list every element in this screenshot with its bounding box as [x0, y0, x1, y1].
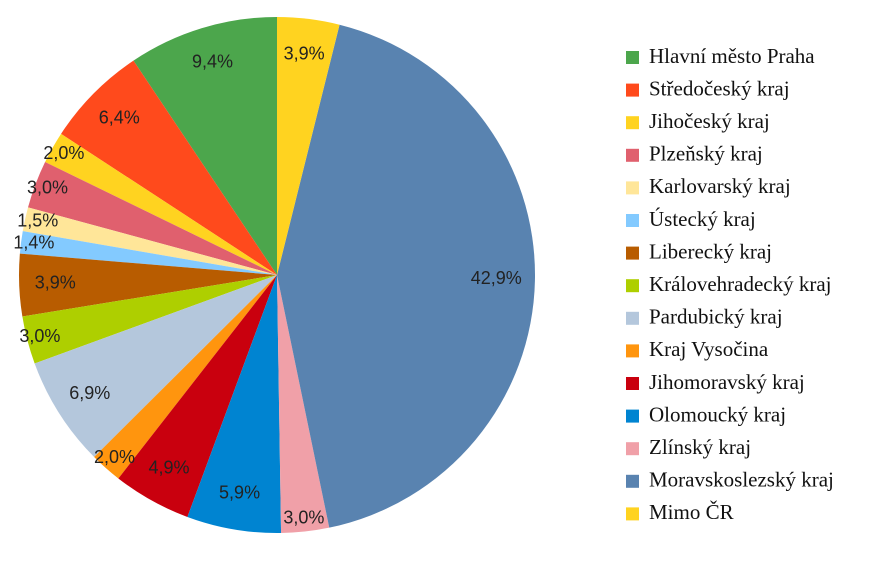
data-label: 3,0%	[27, 178, 68, 198]
legend-label: Plzeňský kraj	[649, 142, 763, 166]
data-label: 1,5%	[17, 211, 58, 231]
legend-label: Kraj Vysočina	[649, 337, 769, 361]
data-label: 3,9%	[35, 272, 76, 292]
legend-swatch	[626, 377, 639, 390]
legend-swatch	[626, 442, 639, 456]
data-label: 3,0%	[283, 507, 324, 527]
legend-label: Královehradecký kraj	[649, 272, 832, 296]
legend-swatch	[626, 344, 639, 358]
legend-swatch	[626, 83, 639, 97]
legend-swatch	[626, 181, 639, 195]
legend-swatch	[626, 279, 639, 293]
legend-swatch	[626, 214, 639, 227]
pie-slice	[118, 275, 277, 517]
legend-label: Olomoucký kraj	[649, 402, 786, 426]
legend-swatch	[626, 148, 639, 162]
legend-label: Karlovarský kraj	[649, 174, 791, 198]
legend-swatch	[626, 409, 639, 423]
data-label: 4,9%	[148, 458, 189, 478]
legend-label: Liberecký kraj	[649, 239, 772, 263]
data-label: 6,4%	[99, 108, 140, 128]
legend-label: Pardubický kraj	[649, 305, 783, 329]
legend-label: Ústecký kraj	[649, 207, 756, 231]
legend-label: Jihočeský kraj	[649, 109, 770, 133]
pie-slice	[61, 60, 277, 276]
data-label: 1,4%	[13, 233, 54, 253]
pie-slice	[22, 275, 277, 364]
data-label: 5,9%	[219, 482, 260, 502]
pie-slice	[45, 133, 278, 275]
data-label: 42,9%	[471, 268, 522, 288]
legend-label: Mimo ČR	[649, 500, 734, 524]
legend-label: Hlavní město Praha	[649, 44, 815, 68]
legend-swatch	[626, 311, 639, 325]
pie-slice	[133, 17, 277, 275]
legend-label: Moravskoslezský kraj	[649, 468, 834, 492]
pie-slice	[277, 17, 340, 275]
legend-swatch	[626, 474, 639, 488]
pie-slice	[277, 275, 330, 533]
data-label: 2,0%	[94, 447, 135, 467]
pie-slice	[19, 231, 278, 275]
data-label: 9,4%	[192, 51, 233, 71]
pie-slice	[94, 275, 277, 479]
legend-label: Zlínský kraj	[649, 435, 751, 459]
data-label: 3,0%	[19, 326, 60, 346]
legend-label: Jihomoravský kraj	[649, 370, 805, 394]
pie-slice	[187, 275, 282, 533]
data-label: 6,9%	[69, 383, 110, 403]
pie-slice	[277, 24, 535, 528]
legend-swatch	[626, 507, 639, 521]
legend-label: Středočeský kraj	[649, 76, 790, 100]
legend-swatch	[626, 116, 639, 130]
data-label: 3,9%	[284, 44, 325, 64]
pie-slice	[22, 207, 277, 275]
pie-slice	[28, 161, 278, 275]
pie-slice	[18, 253, 277, 317]
legend-swatch	[626, 246, 639, 260]
data-label: 2,0%	[43, 143, 84, 163]
pie-slice	[34, 275, 278, 458]
legend-swatch	[626, 51, 639, 64]
